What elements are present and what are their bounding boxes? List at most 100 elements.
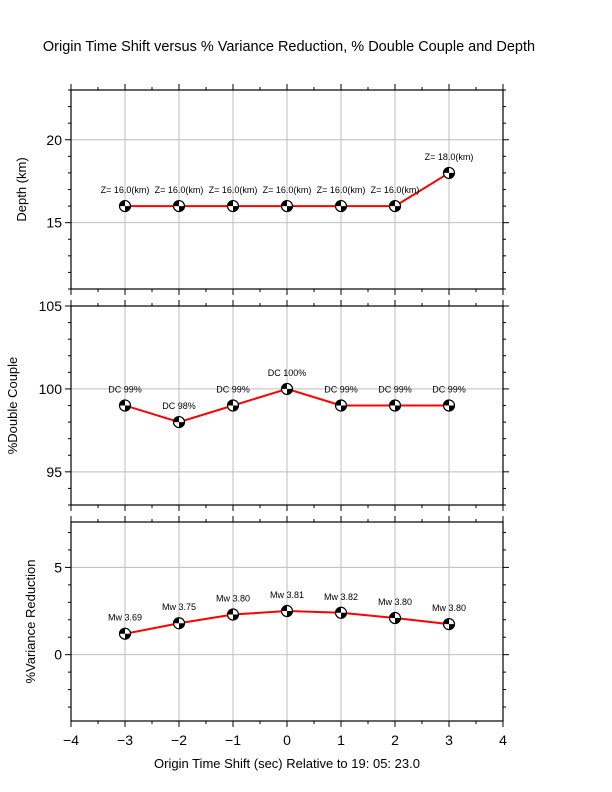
- beachball-quadrant: [119, 400, 125, 406]
- x-tick-label: 4: [499, 732, 507, 748]
- x-tick-label: 1: [337, 732, 345, 748]
- beachball-quadrant: [233, 206, 239, 212]
- beachball-outline: [334, 399, 348, 412]
- data-point: [442, 618, 456, 631]
- beachball-quadrant: [335, 200, 341, 207]
- data-label: DC 99%: [324, 385, 358, 395]
- y-tick-label: 20: [46, 132, 62, 148]
- data-point: [388, 611, 402, 625]
- data-label: Mw 3.80: [432, 603, 466, 613]
- beachball-quadrant: [335, 400, 341, 406]
- x-tick-label: −2: [171, 732, 187, 748]
- beachball-quadrant: [443, 167, 449, 173]
- y-tick-label: 15: [46, 215, 62, 231]
- data-point: [334, 199, 348, 213]
- data-label: Mw 3.69: [108, 613, 142, 623]
- beachball-quadrant: [395, 405, 401, 411]
- beachball-outline: [118, 399, 132, 412]
- beachball-outline: [442, 166, 456, 180]
- data-point: [118, 399, 132, 412]
- beachball-quadrant: [233, 614, 239, 621]
- y-tick-label: 0: [54, 647, 62, 663]
- x-tick-label: −1: [225, 732, 241, 748]
- beachball-outline: [388, 199, 402, 213]
- data-point: [280, 604, 294, 618]
- beachball-quadrant: [173, 200, 179, 207]
- beachball-quadrant: [341, 206, 347, 212]
- x-tick-label: 3: [445, 732, 453, 748]
- beachball-outline: [334, 199, 348, 213]
- chart-title: Origin Time Shift versus % Variance Redu…: [43, 39, 535, 55]
- beachball-quadrant: [281, 200, 287, 207]
- beachball-outline: [442, 399, 456, 412]
- y-tick-label: 5: [54, 559, 62, 575]
- data-label: Z= 16.0(km): [317, 185, 366, 195]
- data-point: [226, 399, 240, 412]
- beachball-quadrant: [335, 607, 341, 613]
- beachball-quadrant: [449, 405, 455, 411]
- beachball-quadrant: [443, 400, 449, 406]
- beachball-outline: [172, 199, 186, 213]
- y-tick-label: 105: [39, 298, 63, 314]
- beachball-outline: [172, 617, 186, 630]
- beachball-quadrant: [119, 200, 125, 207]
- y-axis-title: %Double Couple: [5, 357, 20, 455]
- y-tick-label: 95: [46, 464, 62, 480]
- data-point: [172, 199, 186, 213]
- beachball-outline: [388, 399, 402, 412]
- beachball-outline: [172, 415, 186, 429]
- x-tick-label: −3: [117, 732, 133, 748]
- data-point: [280, 199, 294, 213]
- beachball-quadrant: [227, 609, 233, 615]
- beachball-outline: [118, 199, 132, 213]
- data-label: Z= 16.0(km): [155, 185, 204, 195]
- x-axis-title: Origin Time Shift (sec) Relative to 19: …: [154, 756, 420, 771]
- beachball-quadrant: [179, 422, 185, 428]
- data-label: Z= 16.0(km): [209, 185, 258, 195]
- data-point: [334, 399, 348, 412]
- beachball-outline: [280, 382, 294, 396]
- data-label: Mw 3.82: [324, 592, 358, 602]
- beachball-quadrant: [281, 383, 287, 389]
- beachball-outline: [226, 199, 240, 213]
- beachball-outline: [226, 399, 240, 412]
- beachball-quadrant: [227, 200, 233, 207]
- data-label: DC 99%: [216, 385, 250, 395]
- data-label: DC 100%: [268, 368, 307, 378]
- beachball-quadrant: [287, 611, 293, 617]
- data-point: [280, 382, 294, 396]
- data-point: [172, 617, 186, 630]
- x-tick-label: 2: [391, 732, 399, 748]
- beachball-outline: [280, 604, 294, 618]
- beachball-outline: [280, 199, 294, 213]
- beachball-outline: [388, 611, 402, 625]
- beachball-outline: [442, 618, 456, 631]
- data-label: DC 99%: [378, 385, 412, 395]
- data-label: Mw 3.75: [162, 602, 196, 612]
- beachball-quadrant: [173, 617, 179, 624]
- beachball-outline: [118, 627, 132, 640]
- beachball-quadrant: [395, 206, 401, 212]
- beachball-quadrant: [179, 206, 185, 212]
- beachball-quadrant: [449, 624, 455, 630]
- beachball-quadrant: [281, 605, 287, 612]
- beachball-quadrant: [125, 633, 131, 640]
- beachball-quadrant: [389, 400, 395, 406]
- data-point: [442, 166, 456, 180]
- y-tick-label: 100: [39, 381, 63, 397]
- data-label: Z= 16.0(km): [371, 185, 420, 195]
- y-axis-title: %Variance Reduction: [23, 559, 38, 683]
- data-point: [118, 627, 132, 640]
- x-tick-label: 0: [283, 732, 291, 748]
- beachball-quadrant: [173, 416, 179, 423]
- beachball-quadrant: [287, 388, 293, 395]
- data-label: DC 98%: [162, 401, 196, 411]
- y-axis-title: Depth (km): [14, 157, 29, 221]
- beachball-quadrant: [449, 172, 455, 179]
- x-tick-label: −4: [63, 732, 79, 748]
- data-point: [442, 399, 456, 412]
- beachball-quadrant: [287, 206, 293, 212]
- beachball-quadrant: [389, 200, 395, 207]
